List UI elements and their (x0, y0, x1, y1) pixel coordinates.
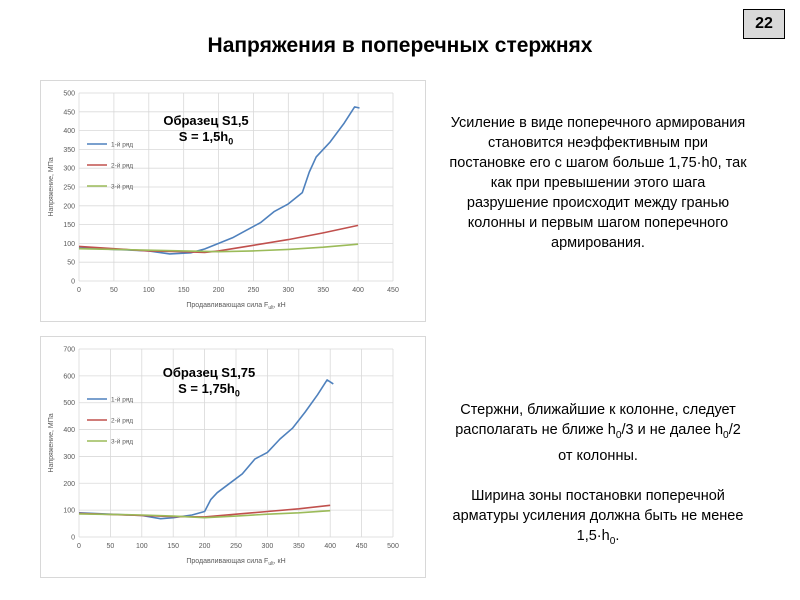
x-tick-label: 200 (213, 287, 225, 294)
conclusion-text: Усиление в виде поперечного армирования … (448, 113, 748, 253)
y-tick-label: 300 (63, 454, 75, 461)
x-tick-label: 450 (387, 287, 399, 294)
y-axis-label: Напряжение, МПа (48, 157, 55, 216)
sample-label-line2: S = 1,75h0 (178, 381, 240, 399)
x-tick-label: 100 (143, 287, 155, 294)
y-tick-label: 300 (63, 166, 75, 173)
x-tick-label: 50 (110, 287, 118, 294)
sample-label-line2: S = 1,5h0 (178, 129, 234, 147)
series-line-1 (78, 379, 334, 520)
chart-sample-s1-75: 0 100 200 300 400 500 600 700 0 50 100 150 200 250 300… (40, 336, 426, 578)
x-tick-label: 0 (77, 543, 81, 550)
y-tick-label: 450 (63, 109, 75, 116)
x-tick-label: 0 (77, 287, 81, 294)
sample-label: Образец S1,75 S = 1,75h0 (149, 365, 269, 402)
x-tick-label: 350 (317, 287, 329, 294)
chart-svg: 0 50 100 150 200 250 300 350 400 450 500 0 50 100 150 2… (48, 91, 399, 312)
x-axis-label: Продавливающая сила Fult, кН (186, 302, 285, 311)
x-tick-label: 100 (136, 543, 148, 550)
slide-title: Напряжения в поперечных стержнях (207, 34, 593, 57)
recommendation-paragraph-1: Стержни, ближайшие к колонне, следует ра… (455, 402, 741, 464)
x-tick-label: 300 (282, 287, 294, 294)
recommendation-text: Стержни, ближайшие к колонне, следует ра… (448, 400, 748, 552)
x-tick-label: 250 (248, 287, 260, 294)
y-tick-label: 0 (71, 279, 75, 286)
x-tick-label: 500 (387, 543, 399, 550)
legend-label: 3-й ряд (111, 438, 133, 446)
sample-label-line1: Образец S1,5 (163, 113, 249, 128)
y-axis-label: Напряжение, МПа (48, 413, 55, 472)
y-tick-label: 600 (63, 373, 75, 380)
x-tick-label: 200 (199, 543, 211, 550)
chart-sample-s1-5: 0 50 100 150 200 250 300 350 400 450 500 0 50 100 150 2… (40, 80, 426, 322)
x-tick-label: 150 (178, 287, 190, 294)
series-line-3 (78, 243, 359, 253)
conclusion-paragraph: Усиление в виде поперечного армирования … (449, 115, 747, 251)
legend-label: 2-й ряд (111, 417, 133, 425)
slide-number: 22 (743, 9, 785, 39)
y-tick-label: 150 (63, 222, 75, 229)
series-line-3 (78, 509, 331, 519)
y-tick-label: 400 (63, 128, 75, 135)
y-tick-label: 200 (63, 481, 75, 488)
x-tick-label: 250 (230, 543, 242, 550)
y-tick-label: 100 (63, 241, 75, 248)
sample-label-line1: Образец S1,75 (162, 365, 256, 380)
y-tick-label: 500 (63, 91, 75, 98)
x-tick-label: 150 (167, 543, 179, 550)
x-tick-label: 400 (324, 543, 336, 550)
legend-label: 1-й ряд (111, 396, 133, 404)
legend-label: 3-й ряд (111, 183, 133, 191)
y-tick-label: 400 (63, 427, 75, 434)
y-tick-label: 200 (63, 203, 75, 210)
x-tick-label: 300 (262, 543, 274, 550)
y-tick-label: 250 (63, 185, 75, 192)
series-line-1 (78, 106, 360, 255)
x-tick-label: 400 (352, 287, 364, 294)
chart-svg: 0 100 200 300 400 500 600 700 0 50 100 150 200 250 300… (48, 347, 399, 568)
x-tick-label: 50 (107, 543, 115, 550)
recommendation-paragraph-2: Ширина зоны постановки поперечной армату… (452, 487, 744, 547)
sample-label: Образец S1,5 S = 1,5h0 (151, 113, 261, 150)
x-axis-label: Продавливающая сила Fult, кН (186, 558, 285, 567)
legend-label: 1-й ряд (111, 141, 133, 149)
y-tick-label: 700 (63, 347, 75, 354)
legend-label: 2-й ряд (111, 162, 133, 170)
x-tick-label: 450 (356, 543, 368, 550)
y-tick-label: 350 (63, 147, 75, 154)
x-tick-label: 350 (293, 543, 305, 550)
y-tick-label: 100 (63, 508, 75, 515)
y-tick-label: 50 (67, 260, 75, 267)
y-tick-label: 0 (71, 535, 75, 542)
y-tick-label: 500 (63, 400, 75, 407)
